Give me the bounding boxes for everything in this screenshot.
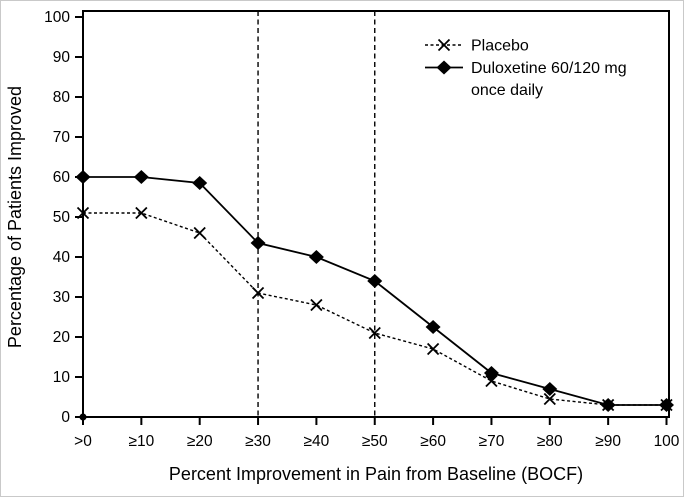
y-tick-label: 10 — [53, 369, 71, 386]
x-tick-label: ≥20 — [187, 433, 213, 450]
marker-x — [485, 374, 498, 388]
marker-diamond — [542, 382, 558, 396]
y-tick-label: 70 — [53, 129, 71, 146]
y-axis-title: Percentage of Patients Improved — [5, 86, 25, 348]
y-tick-label: 60 — [53, 169, 71, 186]
x-tick-label: >0 — [74, 433, 92, 450]
y-tick-label: 40 — [53, 249, 71, 266]
origin-dot — [79, 413, 87, 421]
marker-x — [135, 206, 148, 220]
marker-diamond — [75, 170, 91, 184]
legend-item-label: once daily — [471, 82, 543, 99]
x-tick-label: ≥10 — [128, 433, 154, 450]
marker-diamond — [600, 398, 616, 412]
y-tick-label: 80 — [53, 89, 71, 106]
marker-x — [251, 286, 265, 300]
x-tick-label: ≥60 — [420, 433, 446, 450]
marker-x — [310, 298, 323, 312]
y-tick-label: 50 — [53, 209, 71, 226]
marker-diamond — [133, 170, 149, 184]
x-tick-label: ≥50 — [362, 433, 388, 450]
x-tick-label: ≥40 — [304, 433, 330, 450]
marker-diamond — [659, 398, 674, 412]
marker-diamond — [425, 320, 441, 334]
x-tick-label: ≥30 — [245, 433, 271, 450]
legend-item-label: Duloxetine 60/120 mg — [471, 60, 627, 77]
legend-marker-diamond — [436, 60, 452, 75]
legend-item-label: Placebo — [471, 38, 529, 55]
marker-x — [426, 342, 440, 356]
x-tick-label: ≥90 — [595, 433, 621, 450]
plot-area: 0 10 20 30 40 50 60 70 80 90 100 >0 ≥10 ≥20 ≥30 ≥40 ≥50 ≥… — [44, 9, 680, 450]
marker-diamond — [367, 274, 383, 288]
x-tick-label: ≥80 — [537, 433, 563, 450]
series-line-placebo — [83, 212, 667, 406]
marker-diamond — [250, 236, 266, 250]
marker-diamond — [483, 366, 499, 380]
marker-diamond — [192, 176, 208, 190]
x-tick-label: ≥70 — [479, 433, 505, 450]
axis-frame — [82, 10, 670, 418]
y-tick-label: 90 — [53, 49, 71, 66]
legend-marker-x — [437, 38, 451, 52]
y-tick-label: 30 — [53, 289, 71, 306]
y-tick-label: 0 — [61, 409, 70, 426]
marker-x — [543, 392, 556, 406]
marker-x — [76, 206, 90, 220]
marker-x — [368, 326, 381, 340]
y-tick-label: 20 — [53, 329, 71, 346]
x-axis-title: Percent Improvement in Pain from Baselin… — [169, 464, 583, 484]
x-tick-label: 100 — [654, 433, 680, 450]
marker-x — [193, 226, 206, 240]
y-tick-label: 100 — [44, 9, 70, 26]
marker-diamond — [308, 250, 324, 264]
